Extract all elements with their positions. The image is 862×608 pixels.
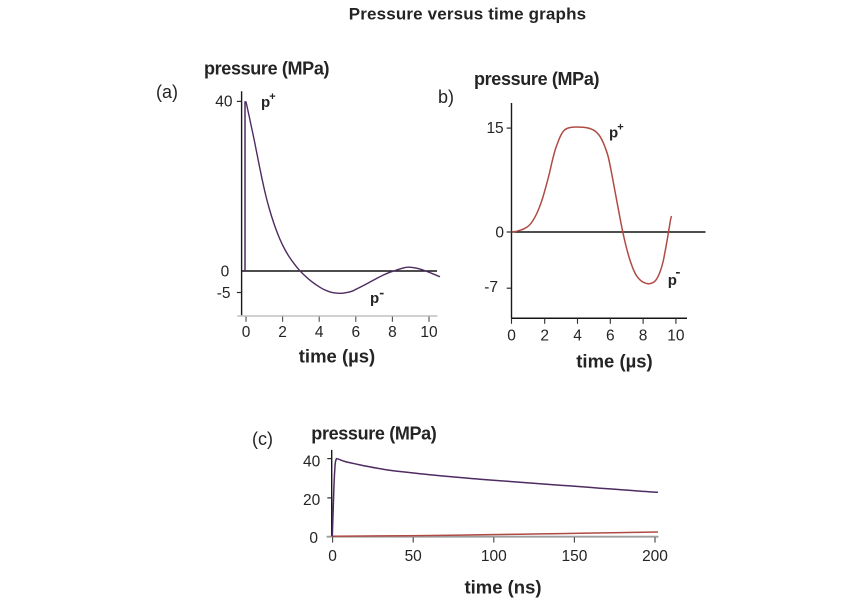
svg-text:200: 200 (642, 548, 668, 565)
svg-text:0: 0 (309, 530, 318, 547)
svg-text:-5: -5 (217, 285, 231, 302)
svg-text:0: 0 (221, 264, 230, 281)
svg-text:2: 2 (540, 328, 549, 345)
svg-text:p: p (668, 272, 677, 289)
svg-text:+: + (269, 91, 275, 103)
svg-text:40: 40 (303, 453, 321, 470)
svg-text:40: 40 (215, 94, 233, 111)
svg-text:0: 0 (242, 324, 251, 341)
svg-text:8: 8 (388, 324, 397, 341)
svg-text:p: p (261, 94, 270, 111)
svg-text:p: p (609, 125, 618, 142)
svg-text:(a): (a) (156, 82, 178, 102)
svg-text:Pressure versus time graphs: Pressure versus time graphs (349, 5, 586, 24)
svg-text:(c): (c) (252, 429, 273, 449)
svg-text:10: 10 (667, 328, 685, 345)
svg-text:8: 8 (639, 328, 648, 345)
svg-text:pressure (MPa): pressure (MPa) (311, 423, 436, 443)
svg-text:6: 6 (351, 324, 360, 341)
svg-text:pressure (MPa): pressure (MPa) (474, 69, 599, 89)
svg-text:4: 4 (573, 328, 582, 345)
svg-text:20: 20 (303, 492, 321, 509)
svg-text:150: 150 (561, 548, 587, 565)
svg-text:time (µs): time (µs) (299, 345, 375, 366)
svg-text:0: 0 (328, 548, 337, 565)
svg-text:+: + (617, 122, 623, 134)
svg-text:pressure (MPa): pressure (MPa) (204, 58, 329, 78)
svg-text:0: 0 (495, 225, 504, 242)
svg-text:4: 4 (315, 324, 324, 341)
svg-text:time (µs): time (µs) (576, 351, 652, 372)
svg-text:6: 6 (606, 328, 615, 345)
svg-text:2: 2 (278, 324, 287, 341)
svg-text:0: 0 (507, 328, 516, 345)
svg-text:b): b) (438, 87, 454, 107)
svg-text:100: 100 (481, 548, 507, 565)
svg-text:50: 50 (405, 548, 423, 565)
svg-text:p: p (370, 290, 379, 307)
svg-text:time (ns): time (ns) (464, 576, 541, 597)
svg-text:15: 15 (486, 120, 503, 137)
svg-text:10: 10 (420, 324, 438, 341)
svg-text:-7: -7 (484, 279, 498, 296)
